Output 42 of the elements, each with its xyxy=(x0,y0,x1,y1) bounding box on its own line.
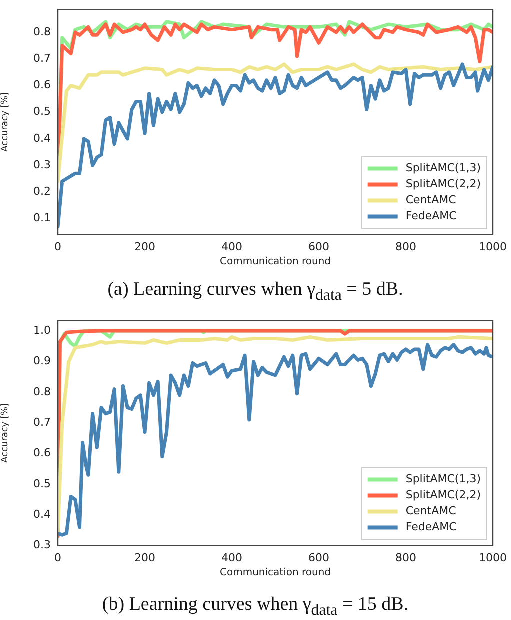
x-tick-label: 400 xyxy=(222,240,242,254)
y-tick-label: 1.0 xyxy=(34,324,51,337)
y-tick-label: 0.7 xyxy=(34,52,51,65)
y-tick-label: 0.8 xyxy=(34,385,51,398)
x-tick-label: 400 xyxy=(222,551,242,564)
x-axis-title: Communication round xyxy=(220,256,332,268)
text: (b) Learning curves when γ$_{data}$ = 15 dB. xyxy=(101,593,410,620)
y-tick-label: 0.4 xyxy=(34,508,51,521)
legend-label: SplitAMC(2,2) xyxy=(406,488,482,502)
x-tick-label: 1000 xyxy=(479,551,507,564)
y-tick-label: 0.5 xyxy=(34,477,51,490)
x-tick-label: 200 xyxy=(134,240,156,254)
y-tick-label: 0.6 xyxy=(34,446,51,460)
legend-label: FedeAMC xyxy=(406,520,458,534)
x-tick-label: 800 xyxy=(396,551,416,564)
y-axis-title: Accuracy [%] xyxy=(0,92,11,152)
y-tick-label: 0.8 xyxy=(34,25,51,38)
y-tick-label: 0.9 xyxy=(34,354,51,368)
legend-label: SplitAMC(2,2) xyxy=(406,178,482,191)
x-tick-label: 200 xyxy=(134,551,156,564)
x-axis-title: Communication round xyxy=(220,568,332,579)
y-tick-label: 0.1 xyxy=(34,212,51,225)
x-tick-label: 0 xyxy=(54,551,62,564)
x-tick-label: 600 xyxy=(308,240,330,254)
x-tick-label: 1000 xyxy=(479,240,507,254)
text: (a) Learning curves when γ$_{data}$ = 5 dB. xyxy=(106,278,404,306)
y-tick-label: 0.3 xyxy=(34,538,51,552)
y-tick-label: 0.7 xyxy=(34,416,51,429)
y-tick-label: 0.4 xyxy=(34,132,51,145)
y-tick-label: 0.5 xyxy=(34,105,51,118)
legend-label: FedeAMC xyxy=(406,210,458,223)
legend-label: SplitAMC(1,3) xyxy=(406,162,482,175)
x-tick-label: 800 xyxy=(396,240,416,254)
y-axis-title: Accuracy [%] xyxy=(0,403,11,463)
x-tick-label: 0 xyxy=(54,240,62,254)
y-tick-label: 0.2 xyxy=(34,185,51,198)
y-tick-label: 0.6 xyxy=(34,78,51,92)
x-tick-label: 600 xyxy=(308,551,330,564)
legend-label: CentAMC xyxy=(406,504,457,518)
legend-label: SplitAMC(1,3) xyxy=(406,472,482,486)
legend-label: CentAMC xyxy=(406,194,457,207)
y-tick-label: 0.3 xyxy=(34,158,51,172)
